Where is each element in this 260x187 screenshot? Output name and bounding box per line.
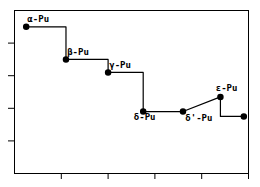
svg-text:δ-Pu: δ-Pu <box>134 112 156 122</box>
svg-text:γ-Pu: γ-Pu <box>109 60 131 70</box>
svg-text:α-Pu: α-Pu <box>27 14 49 24</box>
svg-text:ε-Pu: ε-Pu <box>216 83 238 93</box>
svg-text:δ'-Pu: δ'-Pu <box>185 113 212 123</box>
svg-text:β-Pu: β-Pu <box>67 47 89 57</box>
